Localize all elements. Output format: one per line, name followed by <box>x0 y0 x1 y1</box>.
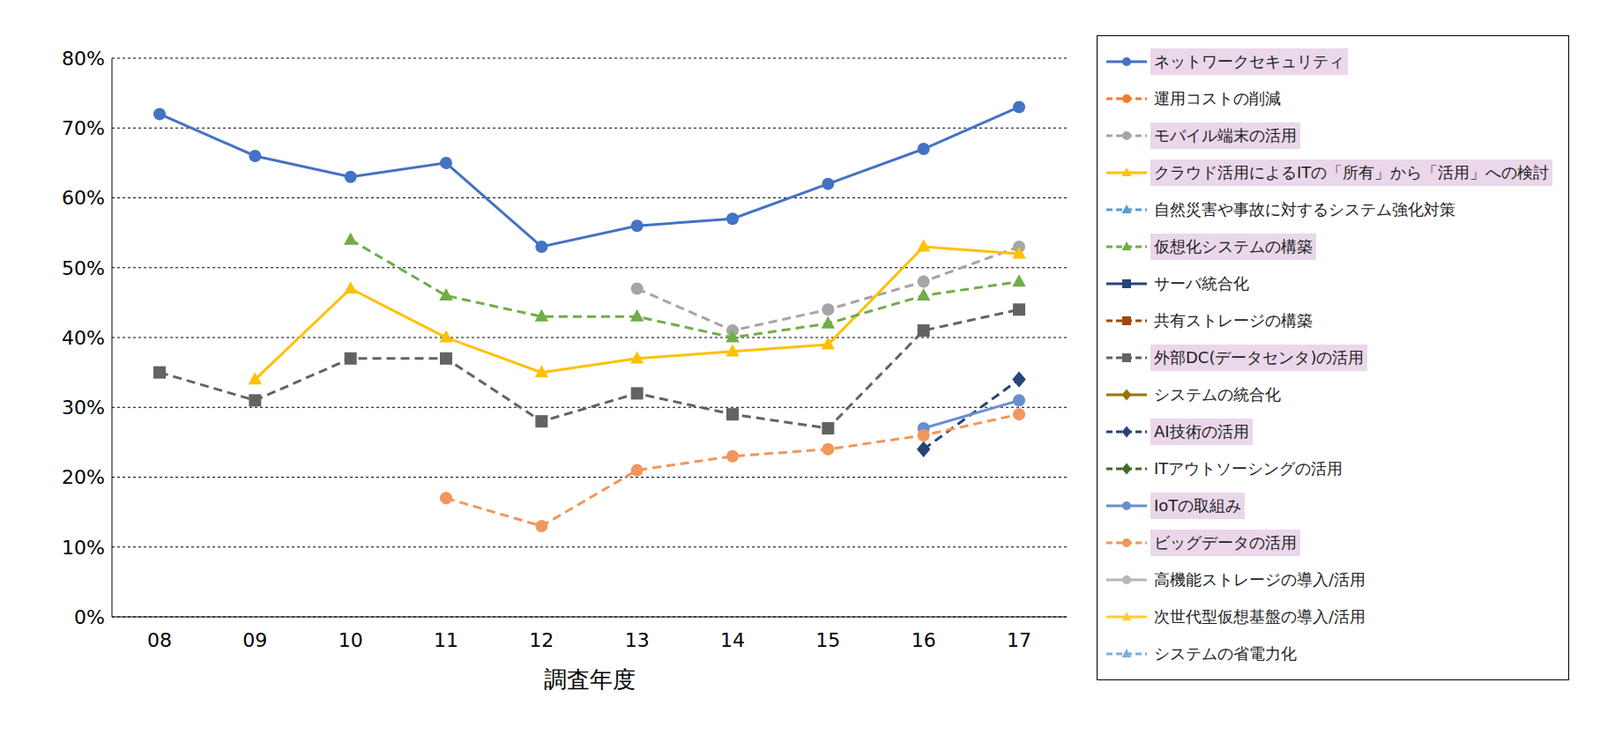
html-text:ネットワークセキュリティ: ネットワークセキュリティ <box>1153 52 1345 71</box>
svg-text:15: 15 <box>815 629 841 652</box>
svg-text:17: 17 <box>1006 629 1032 652</box>
html-text:共有ストレージの構築: 共有ストレージの構築 <box>1153 311 1313 330</box>
html-text:クラウド活用によるITの「所有」から「活用」への検討: クラウド活用によるITの「所有」から「活用」への検討 <box>1153 163 1550 182</box>
svg-text:10%: 10% <box>61 536 105 559</box>
html-text:AI技術の活用: AI技術の活用 <box>1153 422 1249 441</box>
svg-text:08: 08 <box>147 629 172 652</box>
svg-text:11: 11 <box>433 629 459 652</box>
html-text:システムの省電力化: システムの省電力化 <box>1153 644 1297 663</box>
svg-text:12: 12 <box>528 629 554 652</box>
svg-text:80%: 80% <box>61 47 105 70</box>
svg-text:40%: 40% <box>61 327 105 350</box>
svg-text:09: 09 <box>242 629 268 652</box>
html-text:ITアウトソーシングの活用: ITアウトソーシングの活用 <box>1153 459 1343 478</box>
html-text:モバイル端末の活用: モバイル端末の活用 <box>1153 126 1297 145</box>
svg-text:13: 13 <box>625 629 650 652</box>
html-text:IoTの取組み: IoTの取組み <box>1153 496 1242 515</box>
html-text:システムの統合化: システムの統合化 <box>1153 385 1281 404</box>
html-text:運用コストの削減: 運用コストの削減 <box>1153 89 1281 108</box>
svg-text:30%: 30% <box>61 396 105 419</box>
svg-text:調査年度: 調査年度 <box>543 666 636 693</box>
svg-text:14: 14 <box>720 629 745 652</box>
html-text:次世代型仮想基盤の導入/活用: 次世代型仮想基盤の導入/活用 <box>1153 607 1366 626</box>
svg-text:70%: 70% <box>61 117 105 140</box>
svg-text:16: 16 <box>911 629 937 652</box>
svg-text:0%: 0% <box>74 606 105 629</box>
svg-text:10: 10 <box>338 629 364 652</box>
html-text:高機能ストレージの導入/活用: 高機能ストレージの導入/活用 <box>1153 570 1366 589</box>
html-text:外部DC(データセンタ)の活用: 外部DC(データセンタ)の活用 <box>1153 348 1365 367</box>
html-text:自然災害や事故に対するシステム強化対策: 自然災害や事故に対するシステム強化対策 <box>1153 200 1456 219</box>
html-text:仮想化システムの構築: 仮想化システムの構築 <box>1153 237 1313 256</box>
html-text:ビッグデータの活用: ビッグデータの活用 <box>1153 533 1297 552</box>
svg-text:50%: 50% <box>61 257 105 280</box>
svg-text:20%: 20% <box>61 466 105 489</box>
html-text:サーバ統合化: サーバ統合化 <box>1153 274 1250 293</box>
svg-text:60%: 60% <box>61 186 105 209</box>
